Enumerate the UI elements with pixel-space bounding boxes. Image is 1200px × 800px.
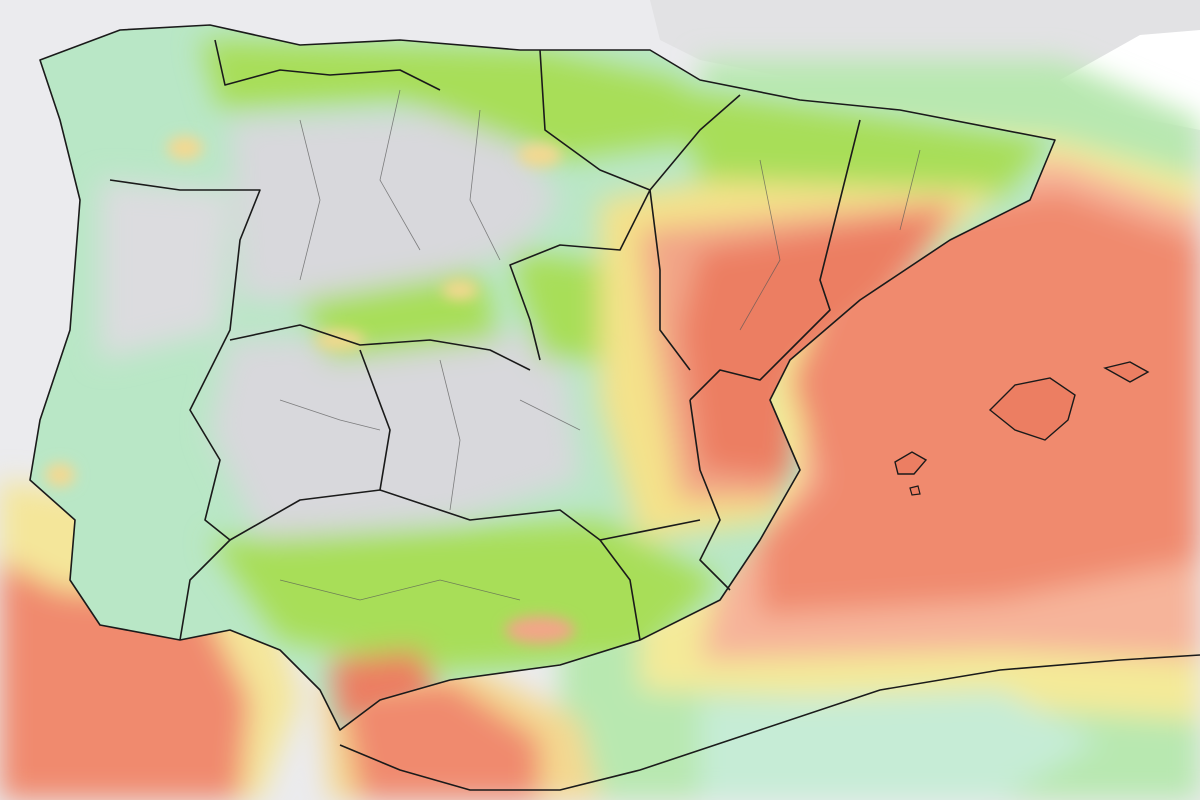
coastline — [29, 24, 1056, 731]
region-border — [229, 489, 381, 541]
hotspot — [505, 616, 575, 644]
region-border — [509, 189, 651, 361]
plateau-gray — [230, 110, 560, 300]
island — [1103, 361, 1150, 383]
alboran-red — [340, 680, 540, 800]
region-borders — [109, 39, 861, 641]
hotspot — [45, 463, 75, 487]
province-border — [279, 359, 581, 511]
province-border — [299, 89, 501, 281]
pyrenees-green — [680, 90, 1050, 200]
island — [909, 485, 921, 496]
hotspot — [442, 280, 478, 300]
north-green — [200, 40, 700, 160]
sea-red — [760, 190, 1200, 615]
hotspot — [518, 143, 562, 167]
region-border — [599, 539, 641, 641]
hotspot — [167, 136, 203, 160]
region-border — [539, 49, 741, 191]
region-border — [229, 324, 531, 371]
province-borders — [279, 89, 921, 601]
portugal-gray — [100, 180, 230, 360]
region-border — [214, 39, 441, 91]
south-green — [210, 520, 720, 670]
region-border — [689, 399, 731, 591]
island — [988, 377, 1076, 441]
island — [894, 451, 928, 475]
region-border — [689, 119, 861, 401]
malaga-red — [330, 650, 440, 730]
africa-coast — [339, 654, 1200, 791]
province-border — [279, 149, 921, 601]
portugal-border — [109, 179, 261, 641]
balearic-islands — [894, 361, 1150, 496]
plateau-gray — [210, 330, 580, 540]
region-border — [649, 189, 691, 371]
